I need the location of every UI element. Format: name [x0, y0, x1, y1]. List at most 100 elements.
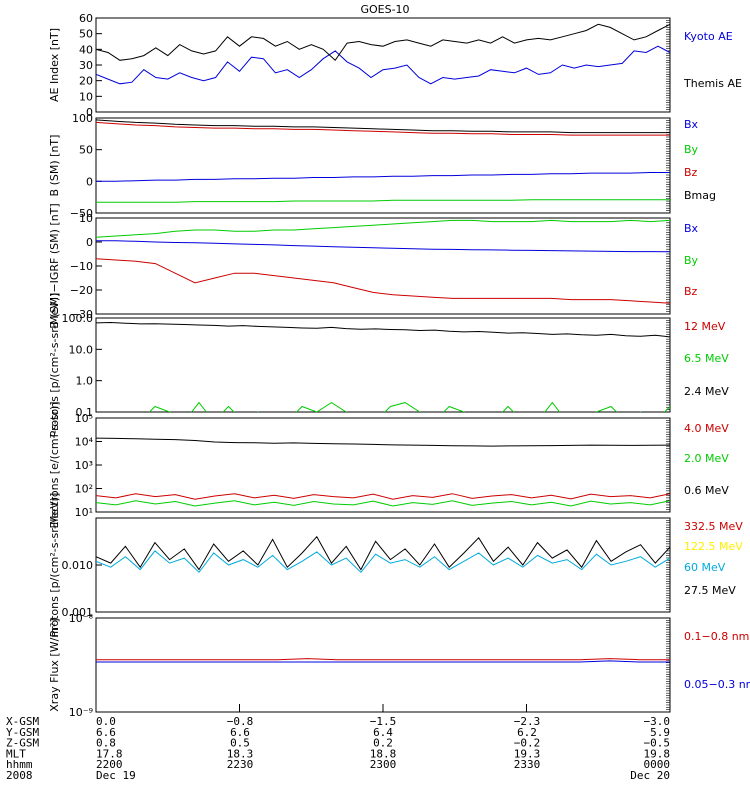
- legend-entry: 6.5 MeV: [684, 352, 729, 365]
- legend-entry: By: [684, 143, 699, 156]
- y-tick-label: 10.0: [69, 343, 94, 356]
- ephemeris-label: MLT: [6, 747, 26, 760]
- y-tick-label: 10⁴: [75, 436, 94, 449]
- ephemeris-value: 0.8: [96, 737, 116, 750]
- y-tick-label: 100.0: [62, 312, 94, 325]
- series-line-2: [96, 121, 670, 136]
- chart-title: GOES-10: [360, 3, 409, 16]
- ephemeris-value: 6.2: [517, 726, 537, 739]
- series-line-1: [96, 219, 670, 238]
- y-axis-label: Protons [p/(cm²-s-sr-MeV)]: [48, 493, 61, 638]
- panel-frame: [95, 517, 671, 613]
- panel-1: −50 0 50 100 B (SM) [nT] Bx By Bz Bmag: [48, 112, 716, 220]
- y-tick-label: 0.010: [62, 559, 94, 572]
- y-tick-label: 10⁻⁹: [69, 706, 93, 719]
- y-axis-label: B (SM) [nT]: [48, 135, 61, 197]
- y-tick-label: 10¹: [75, 506, 93, 519]
- legend-entry: 12 MeV: [684, 320, 726, 333]
- y-tick-label: 30: [79, 59, 93, 72]
- ephemeris-value: 0.2: [373, 737, 393, 750]
- y-axis-label: AE Index [nT]: [48, 28, 61, 102]
- series-line-1: [96, 23, 670, 62]
- ephemeris-value: −0.2: [514, 737, 541, 750]
- legend-entry: 2.0 MeV: [684, 452, 729, 465]
- legend-entry: Themis AE: [683, 77, 742, 90]
- ephemeris-value: 19.8: [644, 747, 671, 760]
- ephemeris-value: 17.8: [96, 747, 123, 760]
- series-group: [96, 535, 670, 574]
- ephemeris-value: 18.3: [227, 747, 254, 760]
- y-tick-label: 40: [79, 43, 93, 56]
- series-line-2: [96, 437, 670, 447]
- series-line-2: [96, 258, 670, 304]
- ephemeris-value: 0000: [644, 758, 671, 771]
- y-tick-label: 1.0: [76, 375, 94, 388]
- series-line-0: [96, 172, 670, 182]
- ephemeris-value: 0.0: [96, 715, 116, 728]
- y-tick-label: 10³: [75, 459, 93, 472]
- y-tick-label: 10⁻⁸: [69, 612, 94, 625]
- ephemeris-value: 6.4: [373, 726, 393, 739]
- legend-entry: 4.0 MeV: [684, 422, 729, 435]
- panel-frame: [95, 317, 671, 413]
- legend-entry: 0.05−0.3 nm: [684, 678, 750, 691]
- series-line-0: [96, 658, 670, 661]
- series-line-0: [96, 493, 670, 500]
- ephemeris-label: hhmm: [6, 758, 33, 771]
- ephemeris-value: Dec 19: [96, 769, 136, 782]
- legend-entry: Bz: [684, 285, 698, 298]
- legend-entry: Bx: [684, 222, 699, 235]
- y-tick-label: 0: [86, 106, 93, 119]
- ephemeris-value: 0.5: [230, 737, 250, 750]
- legend-entry: Bz: [684, 166, 698, 179]
- ephemeris-value: 18.8: [370, 747, 397, 760]
- y-tick-label: 10²: [75, 483, 93, 496]
- ephemeris-value: −2.3: [514, 715, 541, 728]
- series-line-0: [96, 240, 670, 253]
- y-axis-label: Xray Flux [W/m²]: [48, 618, 61, 711]
- y-tick-label: −30: [70, 308, 93, 321]
- y-tick-label: 0: [86, 236, 93, 249]
- y-tick-label: 100: [72, 112, 93, 125]
- series-group: [96, 23, 670, 85]
- series-group: [96, 219, 670, 304]
- legend-entry: 122.5 MeV: [684, 540, 743, 553]
- y-tick-label: 20: [79, 75, 93, 88]
- legend-entry: By: [684, 254, 699, 267]
- ephemeris-label: X-GSM: [6, 715, 39, 728]
- y-axis-label: B (SM)−IGRF (SM) [nT]: [48, 203, 61, 328]
- series-group: [96, 119, 670, 203]
- ephemeris-value: −0.8: [227, 715, 254, 728]
- ephemeris-value: −0.5: [644, 737, 671, 750]
- y-tick-label: 50: [79, 144, 93, 157]
- panel-2: −30 −20 −10 0 10 B (SM)−IGRF (SM) [nT] Bx By Bz: [48, 203, 699, 328]
- y-tick-label: 10: [79, 90, 93, 103]
- y-tick-label: 0: [86, 175, 93, 188]
- ephemeris-value: 19.3: [514, 747, 541, 760]
- y-axis-label: Protons [p/(cm²-s-sr-MeV)]: [48, 293, 61, 438]
- series-line-3: [96, 535, 670, 571]
- ephemeris-value: 2230: [227, 758, 254, 771]
- ephemeris-value: −3.0: [644, 715, 671, 728]
- ephemeris-value: 2330: [514, 758, 541, 771]
- ephemeris-label: Y-GSM: [6, 726, 39, 739]
- ephemeris-label: Z-GSM: [6, 737, 39, 750]
- panel-6: 10⁻⁹ 10⁻⁸ Xray Flux [W/m²] 0.1−0.8 nm 0.05−0…: [48, 612, 750, 719]
- series-line-1: [96, 500, 670, 507]
- series-group: [96, 437, 670, 507]
- series-line-1: [96, 199, 670, 203]
- y-tick-label: −50: [70, 207, 93, 220]
- series-line-2: [96, 321, 670, 338]
- legend-entry: 0.1−0.8 nm: [684, 630, 749, 643]
- legend-entry: Kyoto AE: [684, 30, 733, 43]
- panel-0: 0 10 20 30 40 50 60 AE Index [nT] Kyoto AE Themis…: [48, 12, 742, 119]
- legend-entry: 60 MeV: [684, 561, 726, 574]
- series-group: [96, 321, 670, 412]
- panel-4: 10¹ 10² 10³ 10⁴ 10⁵ Electrons [e/(cm²-s-sr)] 4…: [48, 401, 729, 528]
- panel-frame: [95, 17, 671, 113]
- legend-entry: Bmag: [684, 189, 716, 202]
